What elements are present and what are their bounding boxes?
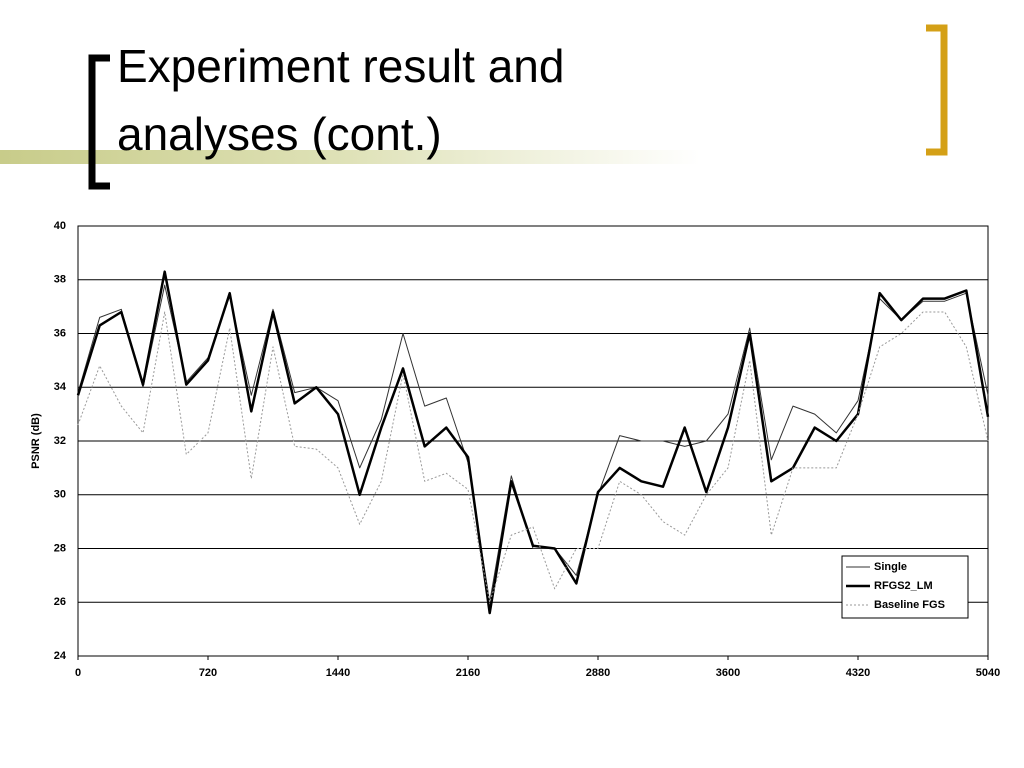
y-tick-label: 32 <box>54 435 66 447</box>
x-tick-label: 0 <box>75 667 81 679</box>
x-tick-label: 1440 <box>326 667 350 679</box>
legend-label: RFGS2_LM <box>874 580 933 592</box>
y-tick-label: 28 <box>54 542 66 554</box>
legend-label: Baseline FGS <box>874 599 945 611</box>
y-tick-label: 36 <box>54 327 66 339</box>
title-band <box>0 150 700 164</box>
y-axis-label: PSNR (dB) <box>30 413 42 469</box>
y-tick-label: 38 <box>54 274 66 286</box>
slide-title: Experiment result and <box>117 40 564 92</box>
slide-title: analyses (cont.) <box>117 108 442 160</box>
y-tick-label: 24 <box>54 650 67 662</box>
right-bracket <box>926 24 948 156</box>
chart: 24 26 28 30 32 34 36 38 40 0 720 1440 2160 2880 3600 43… <box>30 220 1000 679</box>
series-line <box>77 284 989 603</box>
legend-label: Single <box>874 561 907 573</box>
left-bracket <box>88 54 110 190</box>
x-tick-label: 2160 <box>456 667 480 679</box>
x-tick-label: 5040 <box>976 667 1000 679</box>
x-tick-label: 4320 <box>846 667 870 679</box>
series-line <box>77 311 989 603</box>
series-line <box>76 270 990 615</box>
x-tick-label: 3600 <box>716 667 740 679</box>
y-tick-label: 26 <box>54 596 66 608</box>
y-tick-label: 40 <box>54 220 66 232</box>
y-tick-label: 34 <box>54 381 67 393</box>
x-tick-label: 2880 <box>586 667 610 679</box>
x-tick-label: 720 <box>199 667 217 679</box>
y-tick-label: 30 <box>54 489 66 501</box>
